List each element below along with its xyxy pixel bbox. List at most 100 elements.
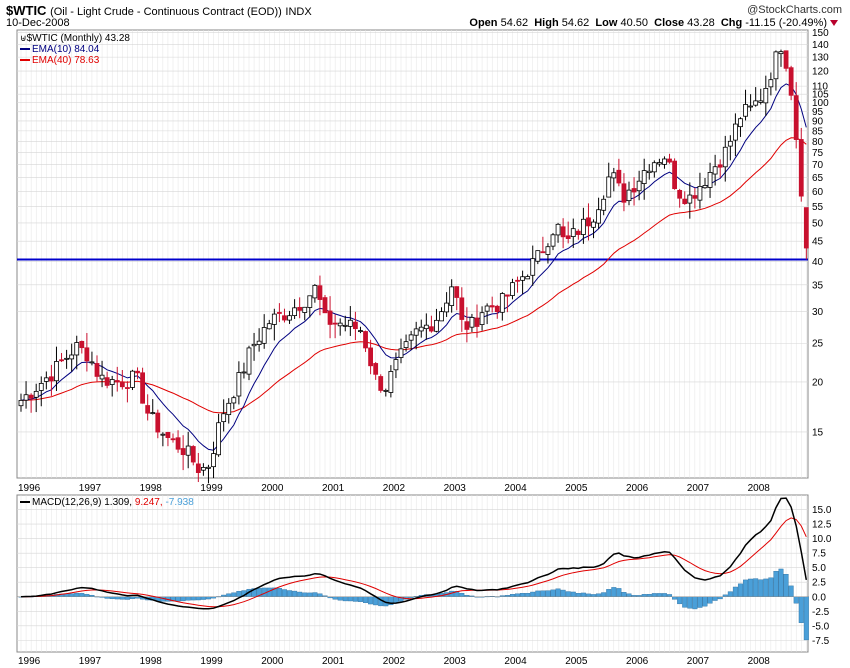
candle — [342, 315, 348, 332]
candle — [368, 339, 374, 375]
candle-body — [515, 279, 520, 282]
price-tick-label: 105 — [812, 90, 829, 101]
candle — [165, 431, 171, 447]
histogram-bar — [646, 594, 652, 597]
candle-body — [494, 305, 500, 313]
histogram-bar — [180, 596, 186, 602]
candle-body — [211, 453, 216, 468]
candle — [241, 362, 247, 379]
histogram-bar — [743, 579, 749, 597]
candle-body — [216, 422, 222, 456]
histogram-bar — [79, 593, 85, 597]
candle — [378, 374, 384, 393]
candle-body — [692, 195, 698, 199]
price-tick-label: 150 — [812, 28, 829, 39]
price-tick-label: 90 — [812, 116, 824, 127]
price-x-label: 2007 — [687, 483, 710, 494]
candle-body — [702, 185, 708, 189]
candle — [54, 346, 59, 391]
histogram-bar — [606, 589, 612, 597]
candle — [499, 292, 505, 321]
price-tick-label: 30 — [812, 307, 824, 318]
candle — [261, 314, 267, 349]
candle — [150, 399, 156, 415]
candle-body — [109, 379, 115, 385]
candle — [125, 381, 130, 403]
candle — [130, 369, 135, 391]
candle — [489, 296, 495, 313]
candle — [89, 351, 95, 366]
histogram-bar — [226, 593, 232, 597]
candle-body — [337, 322, 343, 327]
histogram-bar — [727, 591, 733, 597]
histogram-bar — [798, 596, 804, 623]
candle-body — [363, 331, 368, 349]
histogram-bar — [302, 592, 308, 597]
histogram-bar — [697, 596, 703, 608]
histogram-bar — [717, 596, 723, 600]
candle — [692, 187, 698, 209]
candle — [195, 452, 201, 483]
histogram-bar — [236, 591, 242, 597]
candle-body — [616, 169, 622, 184]
candle — [398, 338, 404, 364]
candle-body — [596, 209, 601, 224]
candle — [606, 162, 612, 198]
candle — [363, 330, 368, 352]
candle — [109, 375, 115, 397]
candle — [114, 366, 120, 392]
candle-body — [540, 251, 546, 254]
histogram-bar — [575, 593, 581, 597]
candle-body — [287, 315, 292, 321]
histogram-bar — [276, 588, 282, 597]
candle-body — [69, 354, 75, 360]
candle — [211, 441, 216, 479]
candle — [520, 270, 525, 294]
candle — [616, 158, 622, 187]
macd-x-label: 2000 — [261, 656, 284, 667]
price-x-label: 1998 — [140, 483, 163, 494]
candle — [393, 352, 399, 379]
candle — [667, 153, 672, 164]
price-tick-label: 65 — [812, 173, 824, 184]
candle-body — [74, 342, 80, 356]
price-x-label: 1996 — [18, 483, 41, 494]
histogram-bar — [753, 578, 759, 597]
macd-x-label: 2005 — [565, 656, 588, 667]
candle — [636, 170, 642, 201]
candle-body — [717, 164, 723, 168]
histogram-bar — [281, 589, 287, 597]
histogram-bar — [702, 596, 708, 607]
candle-body — [606, 176, 612, 198]
candle — [439, 307, 444, 322]
candle-body — [626, 189, 632, 202]
candle — [798, 127, 804, 202]
macd-x-label: 2006 — [626, 656, 649, 667]
histogram-bar — [124, 596, 130, 600]
candle-body — [798, 139, 804, 197]
macd-line — [20, 497, 808, 610]
candle-body — [332, 322, 338, 325]
histogram-group — [18, 568, 809, 641]
candle — [662, 156, 667, 169]
price-x-label: 1999 — [200, 483, 223, 494]
candle — [307, 295, 313, 318]
macd-legend: MACD(12,26,9) 1.309, 9.247, -7.938 — [20, 497, 194, 508]
candle — [413, 321, 419, 350]
candle-body — [99, 374, 105, 380]
histogram-bar — [307, 592, 313, 597]
candle — [631, 177, 637, 206]
candle-body — [662, 158, 667, 165]
candle — [555, 222, 561, 243]
candle — [646, 164, 652, 180]
brand-watermark[interactable]: @StockCharts.com — [747, 4, 842, 16]
candle-body — [28, 394, 34, 399]
candle — [611, 167, 617, 192]
candle — [297, 297, 303, 319]
histogram-bar — [565, 591, 571, 597]
histogram-bar — [626, 593, 632, 597]
candle — [753, 87, 759, 107]
candle — [651, 160, 657, 178]
macd-x-label: 2001 — [322, 656, 345, 667]
price-x-label: 2005 — [565, 483, 588, 494]
